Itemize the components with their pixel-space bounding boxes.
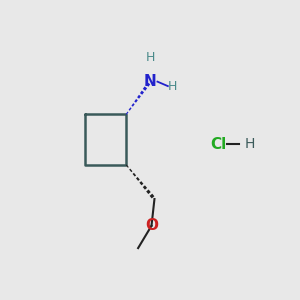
- Text: N: N: [144, 74, 156, 89]
- Text: H: H: [244, 137, 255, 151]
- Text: H: H: [168, 80, 177, 93]
- Text: Cl: Cl: [210, 136, 226, 152]
- Text: H: H: [145, 51, 155, 64]
- Text: O: O: [145, 218, 158, 233]
